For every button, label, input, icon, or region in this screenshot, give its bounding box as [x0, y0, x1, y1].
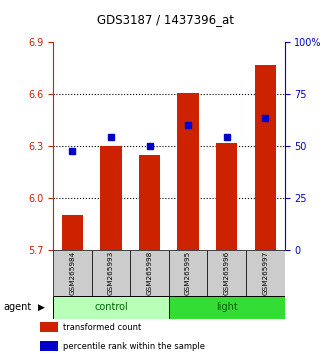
Bar	[246, 250, 285, 296]
Text: GSM265993: GSM265993	[108, 251, 114, 295]
Bar	[40, 341, 58, 351]
Bar	[169, 296, 285, 319]
Bar	[216, 143, 237, 250]
Bar	[40, 322, 58, 332]
Text: agent: agent	[3, 302, 31, 312]
Text: transformed count: transformed count	[63, 322, 141, 332]
Text: GSM265996: GSM265996	[224, 251, 230, 295]
Bar	[130, 250, 169, 296]
Bar	[255, 65, 276, 250]
Text: ▶: ▶	[38, 303, 45, 312]
Text: percentile rank within the sample: percentile rank within the sample	[63, 342, 205, 351]
Text: GSM265995: GSM265995	[185, 251, 191, 295]
Text: GSM265998: GSM265998	[147, 251, 153, 295]
Text: GSM265997: GSM265997	[262, 251, 268, 295]
Bar	[53, 250, 92, 296]
Text: control: control	[94, 302, 128, 312]
Bar	[139, 155, 160, 250]
Text: GDS3187 / 1437396_at: GDS3187 / 1437396_at	[97, 13, 234, 26]
Bar	[100, 146, 121, 250]
Bar	[208, 250, 246, 296]
Bar	[92, 250, 130, 296]
Text: light: light	[216, 302, 238, 312]
Bar	[62, 215, 83, 250]
Text: GSM265984: GSM265984	[69, 251, 75, 295]
Bar	[53, 296, 169, 319]
Bar	[177, 92, 199, 250]
Bar	[169, 250, 208, 296]
